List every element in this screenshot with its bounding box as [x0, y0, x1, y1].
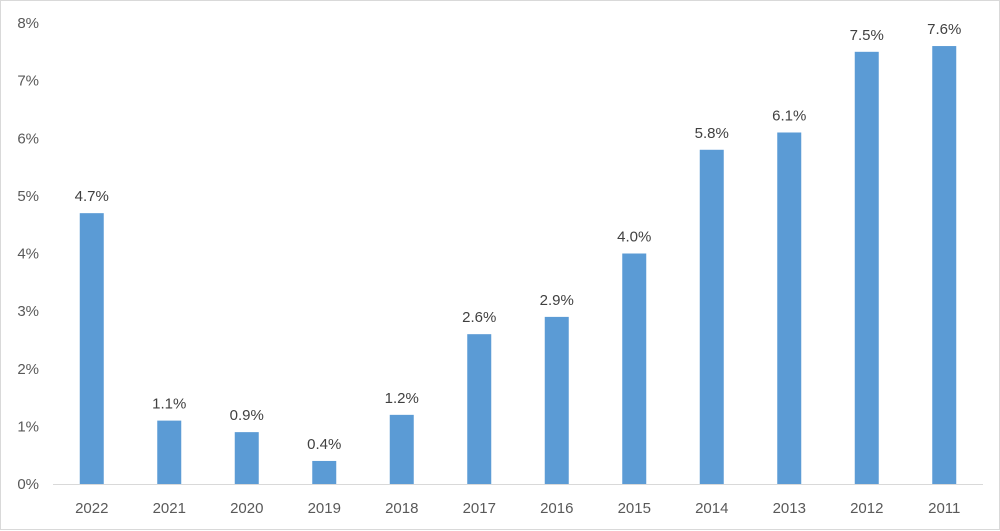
- y-tick-label: 2%: [17, 361, 39, 378]
- y-tick-label: 5%: [17, 188, 39, 205]
- x-tick-label: 2020: [230, 500, 263, 517]
- bar: [467, 334, 492, 484]
- bar: [544, 316, 569, 484]
- data-label: 1.1%: [152, 396, 186, 413]
- x-tick-label: 2011: [928, 500, 960, 517]
- x-tick-label: 2013: [773, 500, 806, 517]
- data-label: 4.7%: [75, 188, 109, 205]
- bar: [157, 420, 182, 484]
- y-tick-label: 1%: [17, 418, 39, 435]
- data-label: 7.5%: [850, 27, 884, 44]
- data-labels: 4.7% 1.1% 0.9% 0.4% 1.2% 2.6% 2.9% 4.0% 5.8% 6.1%…: [75, 21, 962, 453]
- bar: [389, 414, 414, 484]
- x-tick-label: 2021: [153, 500, 186, 517]
- bar: [622, 253, 647, 484]
- bar: [79, 213, 104, 484]
- bar: [854, 51, 879, 484]
- data-label: 2.6%: [462, 309, 496, 326]
- x-tick-label: 2022: [75, 500, 108, 517]
- bar: [234, 432, 259, 484]
- bar: [932, 46, 957, 485]
- data-label: 6.1%: [772, 107, 806, 124]
- y-tick-label: 4%: [17, 246, 39, 263]
- data-label: 0.9%: [230, 407, 264, 424]
- y-tick-label: 0%: [17, 476, 39, 493]
- data-label: 1.2%: [385, 390, 419, 407]
- x-tick-label: 2017: [463, 500, 496, 517]
- y-tick-label: 3%: [17, 303, 39, 320]
- x-tick-label: 2016: [540, 500, 573, 517]
- data-label: 4.0%: [617, 229, 651, 246]
- x-tick-label: 2015: [618, 500, 651, 517]
- x-tick-label: 2019: [308, 500, 341, 517]
- y-tick-label: 8%: [17, 15, 39, 32]
- y-tick-label: 6%: [17, 130, 39, 147]
- y-tick-label: 7%: [17, 73, 39, 90]
- bars: [79, 46, 957, 485]
- bar: [777, 132, 802, 485]
- data-label: 0.4%: [307, 436, 341, 453]
- data-label: 5.8%: [695, 125, 729, 142]
- x-tick-label: 2014: [695, 500, 728, 517]
- bar: [312, 460, 337, 484]
- data-label: 2.9%: [540, 292, 574, 309]
- x-axis-tick-labels: 2022 2021 2020 2019 2018 2017 2016 2015 2014 2013…: [75, 500, 960, 517]
- x-tick-label: 2012: [850, 500, 883, 517]
- y-axis-tick-labels: 0% 1% 2% 3% 4% 5% 6% 7% 8%: [17, 15, 39, 493]
- bar: [699, 149, 724, 484]
- data-label: 7.6%: [927, 21, 961, 38]
- x-tick-label: 2018: [385, 500, 418, 517]
